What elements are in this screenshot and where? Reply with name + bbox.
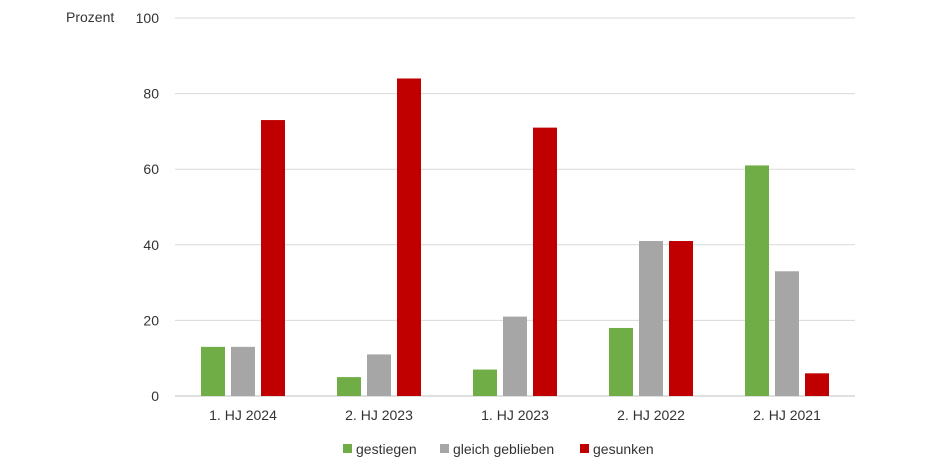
bar-gesunken-3 <box>669 241 693 396</box>
y-tick-label: 0 <box>151 388 159 404</box>
x-axis-ticks: 1. HJ 2024 2. HJ 2023 1. HJ 2023 2. HJ 2022… <box>209 407 821 423</box>
bar-gestiegen-4 <box>745 165 769 396</box>
legend-swatch <box>580 444 589 453</box>
bar-gestiegen-1 <box>337 377 361 396</box>
x-tick-label: 1. HJ 2023 <box>481 407 549 423</box>
bar-gestiegen-2 <box>473 369 497 396</box>
bar-gestiegen-0 <box>201 346 225 396</box>
legend-label: gleich geblieben <box>453 441 554 457</box>
bar-gestiegen-3 <box>609 327 633 396</box>
y-tick-label: 100 <box>136 10 160 26</box>
x-tick-label: 2. HJ 2022 <box>617 407 685 423</box>
bar-gleich-geblieben-3 <box>639 241 663 396</box>
bar-gesunken-2 <box>533 127 557 397</box>
bar-gesunken-1 <box>397 78 421 396</box>
bar-gleich-geblieben-4 <box>775 271 799 396</box>
legend-swatch <box>343 444 352 453</box>
legend-label: gestiegen <box>356 441 417 457</box>
x-tick-label: 2. HJ 2021 <box>753 407 821 423</box>
y-tick-label: 40 <box>143 237 159 253</box>
y-tick-label: 80 <box>143 86 159 102</box>
x-tick-label: 2. HJ 2023 <box>345 407 413 423</box>
bar-gesunken-0 <box>261 120 285 396</box>
y-axis-label: Prozent <box>66 9 114 25</box>
bar-gleich-geblieben-1 <box>367 354 391 396</box>
y-tick-label: 60 <box>143 161 159 177</box>
bars <box>201 78 829 397</box>
gridlines <box>175 17 855 397</box>
y-tick-label: 20 <box>143 312 159 328</box>
bar-gleich-geblieben-0 <box>231 346 255 396</box>
x-tick-label: 1. HJ 2024 <box>209 407 277 423</box>
legend: gestiegen gleich geblieben gesunken <box>343 441 654 457</box>
bar-gesunken-4 <box>805 373 829 396</box>
legend-swatch <box>440 444 449 453</box>
y-axis-ticks: 0 20 40 60 80 100 <box>136 10 160 404</box>
bar-gleich-geblieben-2 <box>503 316 527 396</box>
legend-label: gesunken <box>593 441 654 457</box>
